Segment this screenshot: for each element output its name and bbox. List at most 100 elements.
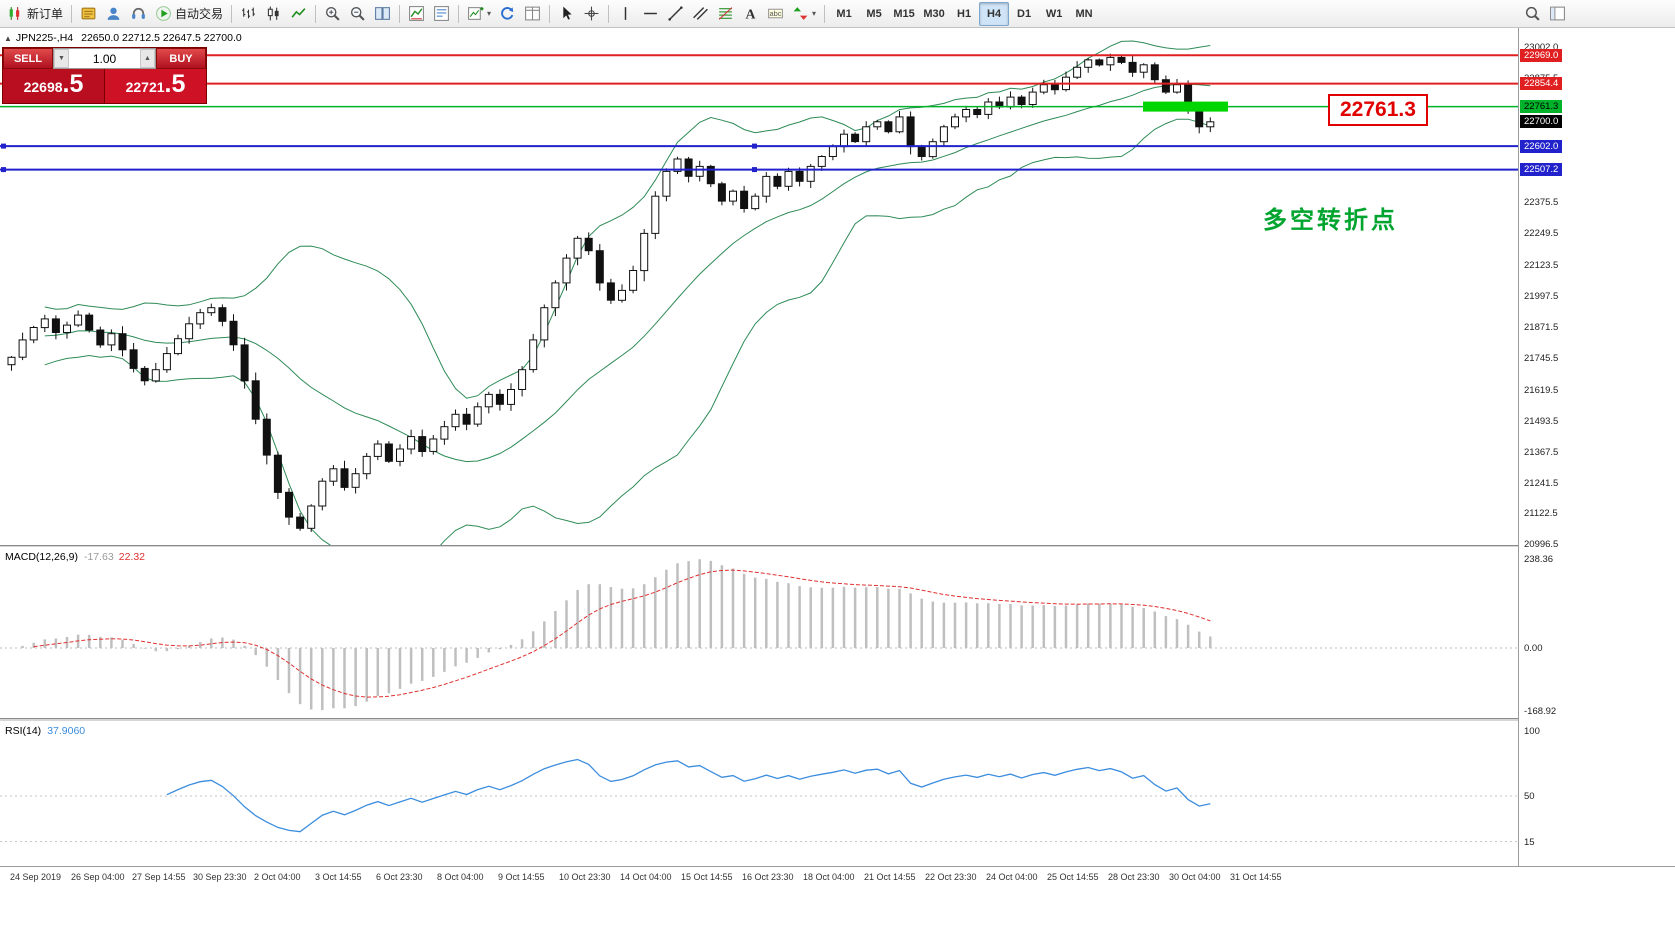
- macd-main-value: -17.63: [83, 551, 114, 563]
- trade-panel-price-row: 22698.5 22721.5: [3, 69, 206, 103]
- new-order-button[interactable]: 新订单: [3, 2, 67, 26]
- rsi-canvas[interactable]: [0, 722, 1518, 866]
- turning-point-note[interactable]: 多空转折点: [1263, 207, 1398, 234]
- macd-header: MACD(12,26,9) -17.63 22.32: [5, 551, 145, 563]
- price-callout-label[interactable]: 22761.3: [1328, 94, 1428, 126]
- timeframe-w1[interactable]: W1: [1039, 2, 1069, 26]
- vertical-line-button[interactable]: [613, 2, 638, 26]
- accounts-button[interactable]: [101, 2, 126, 26]
- toolbar-separator: [399, 4, 401, 23]
- hline-icon: [642, 5, 659, 22]
- line-chart-button[interactable]: [286, 2, 311, 26]
- level-price-tag: 22602.0: [1520, 139, 1563, 153]
- cursor-button[interactable]: [554, 2, 579, 26]
- time-axis-label: 6 Oct 23:30: [376, 872, 423, 882]
- new-chart-button[interactable]: ▾: [463, 2, 495, 26]
- support-button[interactable]: [126, 2, 151, 26]
- timeframe-m5[interactable]: M5: [859, 2, 889, 26]
- buy-price-big-digit: .5: [164, 70, 186, 98]
- tile-windows-button[interactable]: [370, 2, 395, 26]
- refresh-button[interactable]: [495, 2, 520, 26]
- price-chart-canvas[interactable]: [0, 28, 1518, 546]
- zoom-in-button[interactable]: [320, 2, 345, 26]
- macd-scale-label: 0.00: [1524, 643, 1543, 654]
- time-axis[interactable]: 24 Sep 2019 26 Sep 04:00 27 Sep 14:55 30 Se…: [0, 866, 1675, 950]
- zoom-out-icon: [349, 5, 366, 22]
- time-axis-label: 31 Oct 14:55: [1230, 872, 1282, 882]
- price-axis-label: 21871.5: [1524, 322, 1559, 334]
- macd-scale-label: 238.36: [1524, 554, 1554, 566]
- trendline-button[interactable]: [663, 2, 688, 26]
- sell-price-main: 22698: [23, 79, 63, 95]
- macd-splitter[interactable]: [0, 545, 1675, 548]
- buy-button[interactable]: BUY: [156, 48, 206, 69]
- one-click-trading-panel: SELL ▼ ▲ BUY 22698.5 22721.5: [2, 47, 207, 104]
- time-axis-label: 25 Oct 14:55: [1047, 872, 1099, 882]
- time-axis-label: 24 Oct 04:00: [986, 872, 1038, 882]
- fibonacci-button[interactable]: [713, 2, 738, 26]
- ohlc-values: 22650.0 22712.5 22647.5 22700.0: [81, 32, 242, 44]
- search-icon: [1524, 5, 1541, 22]
- data-window-icon: [524, 5, 541, 22]
- sell-price[interactable]: 22698.5: [3, 69, 105, 103]
- price-axis-label: 21122.5: [1524, 507, 1558, 519]
- timeframe-h1[interactable]: H1: [949, 2, 979, 26]
- data-window-button[interactable]: [520, 2, 545, 26]
- time-axis-label: 18 Oct 04:00: [803, 872, 855, 882]
- rsi-header: RSI(14) 37.9060: [5, 725, 85, 737]
- text-button[interactable]: A: [738, 2, 763, 26]
- bar-chart-button[interactable]: [236, 2, 261, 26]
- volume-increase-button[interactable]: ▲: [140, 49, 155, 68]
- tile-windows-icon: [374, 5, 391, 22]
- time-axis-label: 21 Oct 14:55: [864, 872, 916, 882]
- timeframe-m30[interactable]: M30: [919, 2, 949, 26]
- timeframe-mn[interactable]: MN: [1069, 2, 1099, 26]
- volume-input[interactable]: [69, 49, 140, 68]
- objects-list-button[interactable]: [429, 2, 454, 26]
- panels-icon: [1549, 5, 1566, 22]
- workspace-button[interactable]: [1545, 2, 1570, 26]
- price-axis[interactable]: 23002.022875.522375.522249.522123.521997…: [1518, 28, 1675, 866]
- buy-price[interactable]: 22721.5: [105, 69, 206, 103]
- zoom-out-button[interactable]: [345, 2, 370, 26]
- time-axis-label: 24 Sep 2019: [10, 872, 62, 882]
- buy-price-main: 22721: [125, 79, 165, 95]
- market-watch-button[interactable]: [76, 2, 101, 26]
- macd-canvas[interactable]: [0, 548, 1518, 718]
- time-axis-label: 30 Oct 04:00: [1169, 872, 1221, 882]
- trendline-icon: [667, 5, 684, 22]
- timeframe-h4[interactable]: H4: [979, 1, 1010, 26]
- volume-decrease-button[interactable]: ▼: [54, 49, 69, 68]
- price-axis-label: 21493.5: [1524, 415, 1559, 427]
- toolbar-right-group: [1520, 2, 1570, 26]
- collapse-icon[interactable]: ▲: [4, 34, 12, 43]
- level-price-tag: 22761.3: [1520, 100, 1563, 114]
- indicators-button[interactable]: [404, 2, 429, 26]
- toolbar-separator: [549, 4, 551, 23]
- toolbar-separator: [315, 4, 317, 23]
- timeframe-m15[interactable]: M15: [889, 2, 919, 26]
- autotrading-button-label: 自动交易: [175, 7, 224, 21]
- sell-price-big-digit: .5: [62, 70, 84, 98]
- autotrading-button[interactable]: 自动交易: [151, 2, 227, 26]
- price-axis-label: 22375.5: [1524, 197, 1559, 209]
- text-icon: A: [742, 5, 759, 22]
- text-label-button[interactable]: abc: [763, 2, 788, 26]
- new-order-button-label: 新订单: [27, 7, 64, 21]
- timeframe-d1[interactable]: D1: [1009, 2, 1039, 26]
- crosshair-button[interactable]: [579, 2, 604, 26]
- chart-title-line: ▲ JPN225-,H4 22650.0 22712.5 22647.5 22700…: [4, 32, 242, 44]
- price-axis-label: 21241.5: [1524, 478, 1559, 490]
- horizontal-line-button[interactable]: [638, 2, 663, 26]
- price-axis-label: 21745.5: [1524, 353, 1559, 365]
- sell-button[interactable]: SELL: [3, 48, 53, 69]
- rsi-splitter[interactable]: [0, 718, 1675, 722]
- arrows-button[interactable]: ▾: [788, 2, 820, 26]
- search-button[interactable]: [1520, 2, 1545, 26]
- candlestick-chart-button[interactable]: [261, 2, 286, 26]
- chart-candles-icon: [265, 5, 282, 22]
- time-axis-label: 26 Sep 04:00: [71, 872, 125, 882]
- timeframe-m1[interactable]: M1: [829, 2, 859, 26]
- equidistant-channel-button[interactable]: [688, 2, 713, 26]
- indicators-icon: [408, 5, 425, 22]
